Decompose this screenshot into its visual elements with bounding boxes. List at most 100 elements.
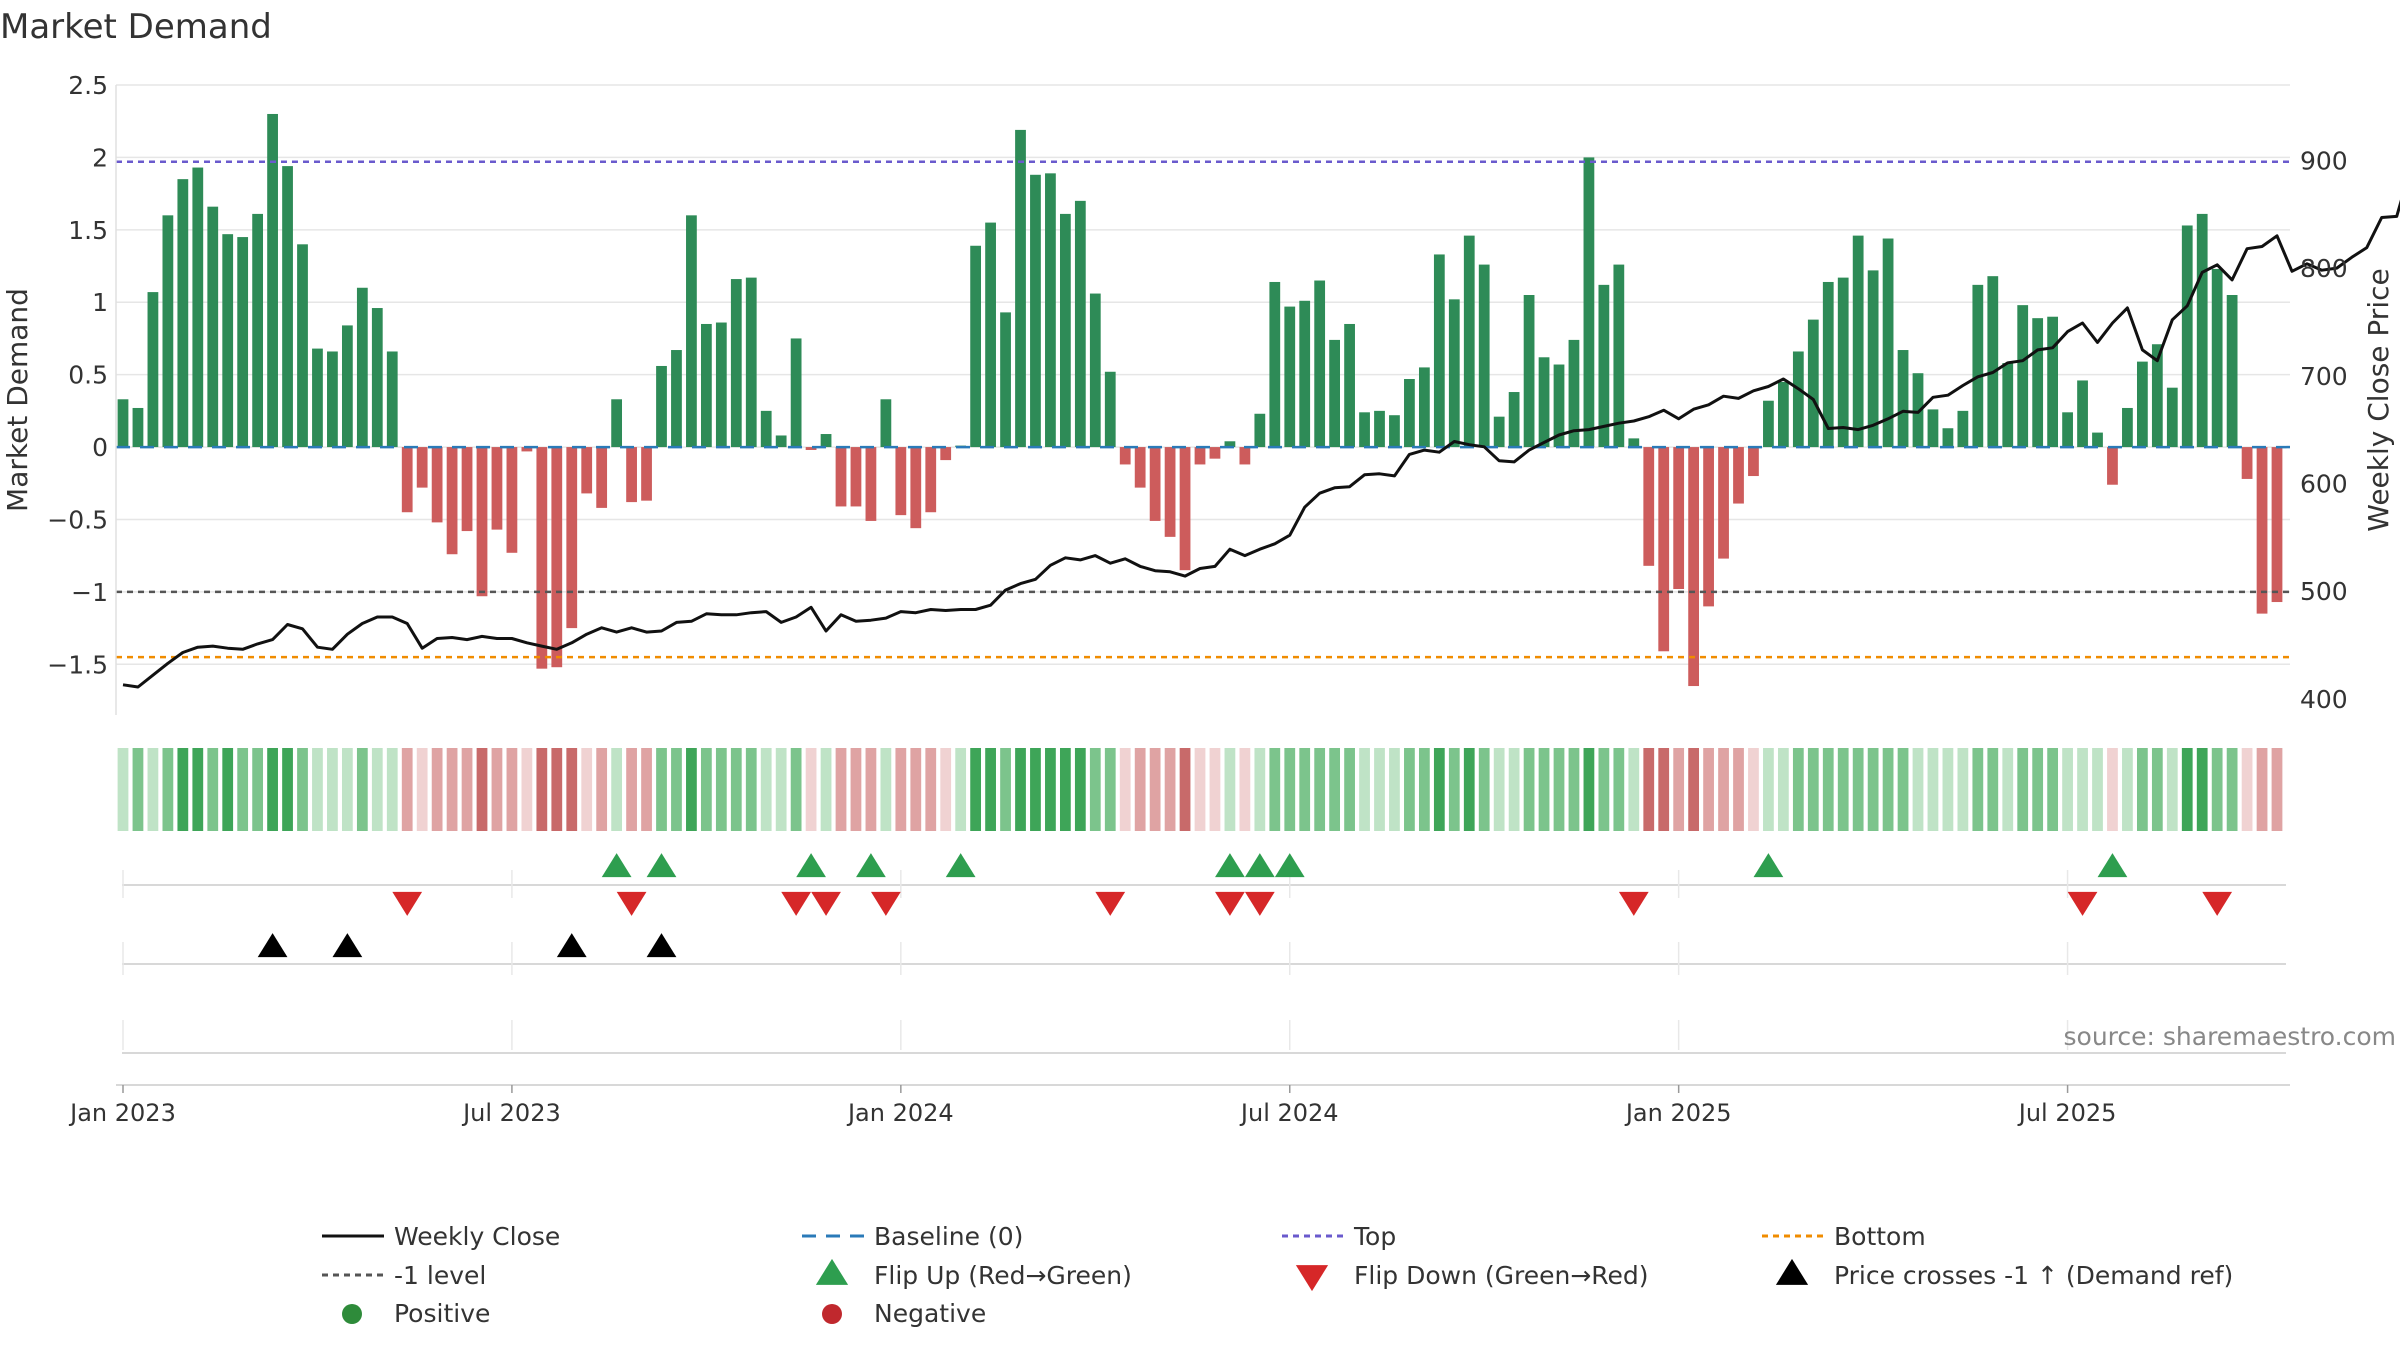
- chart-title: Market Demand: [0, 7, 272, 47]
- flip-down-marker: [1215, 891, 1245, 916]
- price-cross-marker: [257, 933, 288, 958]
- strip-cell-positive: [1059, 748, 1071, 831]
- strip-cell-negative: [2256, 748, 2268, 831]
- strip-cell-positive: [1389, 748, 1400, 831]
- bar-positive: [2077, 380, 2088, 448]
- bar-negative: [805, 447, 817, 450]
- bar-positive: [1822, 281, 1834, 448]
- bar-negative: [2271, 447, 2283, 603]
- bar-positive: [1792, 351, 1804, 448]
- strip-cell-positive: [297, 748, 308, 831]
- legend-item: Baseline (0): [802, 1222, 1023, 1251]
- bar-negative: [1673, 447, 1685, 589]
- strip-cell-positive: [1314, 748, 1326, 831]
- legend-swatch-circle: [342, 1304, 362, 1324]
- price-layer: [122, 199, 2400, 689]
- legend-label: Flip Up (Red→Green): [874, 1261, 1132, 1290]
- bar-negative: [596, 447, 608, 508]
- strip-cell-positive: [1478, 748, 1490, 831]
- bar-negative: [2241, 447, 2253, 479]
- strip-cell-positive: [1538, 748, 1550, 831]
- bar-positive: [1777, 381, 1789, 448]
- strip-cell-positive: [147, 748, 159, 831]
- strip-cell-positive: [1433, 748, 1445, 831]
- strip-cell-positive: [1912, 748, 1924, 831]
- strip-cell-positive: [820, 748, 832, 831]
- bar-positive: [1897, 350, 1909, 448]
- flip-up-marker: [945, 853, 976, 878]
- y-tick-left: 0: [92, 433, 108, 462]
- bar-positive: [985, 222, 996, 448]
- flip-down-marker: [1618, 891, 1649, 916]
- bar-positive: [1583, 157, 1595, 448]
- strip-cell-positive: [1374, 748, 1385, 831]
- bar-positive: [2226, 295, 2238, 448]
- bar-negative: [2256, 447, 2268, 614]
- legend-label: Price crosses -1 ↑ (Demand ref): [1834, 1261, 2233, 1290]
- strip-cell-positive: [2211, 748, 2223, 831]
- strip-cell-negative: [491, 748, 503, 831]
- bar-negative: [1658, 447, 1670, 652]
- bar-positive: [192, 167, 204, 448]
- y-tick-left: 2: [92, 143, 108, 172]
- strip-cell-positive: [237, 748, 249, 831]
- strip-cell-positive: [1882, 748, 1894, 831]
- bar-positive: [1613, 264, 1625, 448]
- strip-cell-positive: [2122, 748, 2133, 831]
- strip-cell-positive: [730, 748, 742, 831]
- legend-label: Negative: [874, 1299, 986, 1328]
- strip-cell-positive: [2226, 748, 2238, 831]
- strip-cell-positive: [1553, 748, 1565, 831]
- bar-positive: [162, 215, 174, 448]
- strip-cell-positive: [162, 748, 174, 831]
- bar-positive: [1568, 339, 1580, 448]
- bar-positive: [117, 399, 129, 448]
- x-tick-label: Jul 2025: [2017, 1099, 2117, 1127]
- bar-positive: [1987, 276, 1999, 448]
- bar-positive: [1089, 293, 1101, 448]
- bar-positive: [1030, 174, 1041, 448]
- flip-down-marker: [2202, 891, 2233, 916]
- strip-cell-positive: [117, 748, 129, 831]
- legend-label: Positive: [394, 1299, 490, 1328]
- bar-negative: [566, 447, 578, 629]
- strip-cell-positive: [1897, 748, 1909, 831]
- strip-cell-negative: [1239, 748, 1251, 831]
- strip-cell-negative: [536, 748, 548, 831]
- y-tick-left: 0.5: [68, 361, 108, 390]
- strip-cell-negative: [476, 748, 488, 831]
- bar-positive: [1972, 284, 1984, 448]
- bar-positive: [1493, 416, 1505, 448]
- strip-cell-positive: [2062, 748, 2073, 831]
- strip-cell-positive: [1523, 748, 1535, 831]
- strip-cell-positive: [760, 748, 772, 831]
- y-tick-left: 2.5: [68, 71, 108, 100]
- bar-positive: [2047, 316, 2059, 448]
- strip-cell-positive: [1000, 748, 1011, 831]
- bar-positive: [1389, 415, 1400, 448]
- strip-cell-positive: [1568, 748, 1580, 831]
- bar-positive: [2196, 213, 2208, 448]
- strip-cell-negative: [910, 748, 922, 831]
- legend-label: Weekly Close: [394, 1222, 560, 1251]
- bar-positive: [2032, 318, 2044, 448]
- strip-cell-negative: [506, 748, 518, 831]
- bar-positive: [1074, 200, 1086, 448]
- strip-cell-positive: [2017, 748, 2029, 831]
- strip-cell-negative: [850, 748, 862, 831]
- flip-down-marker: [781, 891, 812, 916]
- strip-cell-positive: [2077, 748, 2088, 831]
- legend-swatch-circle: [822, 1304, 842, 1324]
- bar-positive: [207, 206, 219, 448]
- strip-cell-positive: [1074, 748, 1086, 831]
- bar-positive: [1837, 277, 1849, 448]
- strip-cell-positive: [312, 748, 323, 831]
- bar-positive: [132, 407, 144, 448]
- price-cross-marker: [332, 933, 363, 958]
- bar-negative: [1748, 447, 1759, 477]
- flip-down-marker: [392, 891, 423, 916]
- bar-positive: [745, 277, 757, 448]
- bar-negative: [1179, 447, 1191, 571]
- bar-negative: [476, 447, 488, 597]
